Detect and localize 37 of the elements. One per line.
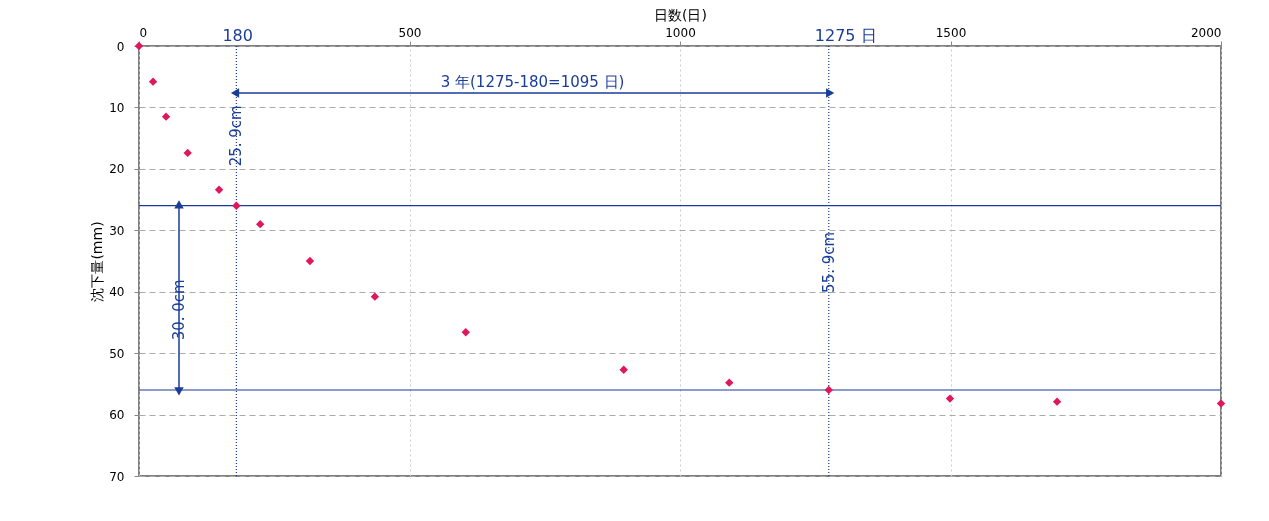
y-tick-label: 70 bbox=[109, 469, 125, 484]
point bbox=[370, 292, 380, 301]
y-tick-label: 10 bbox=[109, 100, 125, 115]
ref-line-label: 1275 日 bbox=[814, 26, 877, 45]
annotation: 25. 9cm bbox=[227, 105, 246, 167]
y-tick-label: 40 bbox=[109, 285, 125, 300]
point bbox=[945, 394, 955, 403]
ref-line-label: 180 bbox=[222, 26, 253, 45]
y-tick-label: 60 bbox=[109, 408, 125, 423]
point bbox=[161, 112, 171, 121]
annotation: 30. 0cm bbox=[170, 279, 188, 341]
point bbox=[824, 385, 833, 395]
point bbox=[619, 365, 628, 374]
point bbox=[1216, 399, 1226, 408]
x-axis-title: 日数(日) bbox=[654, 6, 707, 23]
y-tick-label: 0 bbox=[116, 39, 125, 54]
x-tick-label: 0 bbox=[139, 25, 148, 40]
point bbox=[725, 378, 734, 387]
y-axis-title: 沈下量(mm) bbox=[89, 221, 106, 302]
point bbox=[148, 77, 158, 86]
point bbox=[305, 256, 315, 266]
annotation: 55. 9cm bbox=[819, 231, 838, 293]
point bbox=[232, 201, 241, 210]
y-tick-label: 20 bbox=[109, 162, 125, 177]
x-tick-label: 500 bbox=[398, 25, 422, 40]
annotation: 3 年(1275-180=1095 日) bbox=[440, 73, 625, 91]
x-tick-label: 1500 bbox=[935, 25, 967, 40]
point bbox=[134, 41, 144, 51]
point bbox=[461, 328, 470, 337]
point bbox=[183, 148, 192, 158]
point bbox=[214, 185, 224, 194]
x-tick-label: 2000 bbox=[1190, 25, 1222, 40]
y-tick-label: 30 bbox=[109, 223, 125, 238]
y-tick-label: 50 bbox=[109, 346, 125, 361]
point bbox=[256, 219, 265, 229]
x-tick-label: 1000 bbox=[665, 25, 696, 40]
point bbox=[1052, 397, 1062, 406]
